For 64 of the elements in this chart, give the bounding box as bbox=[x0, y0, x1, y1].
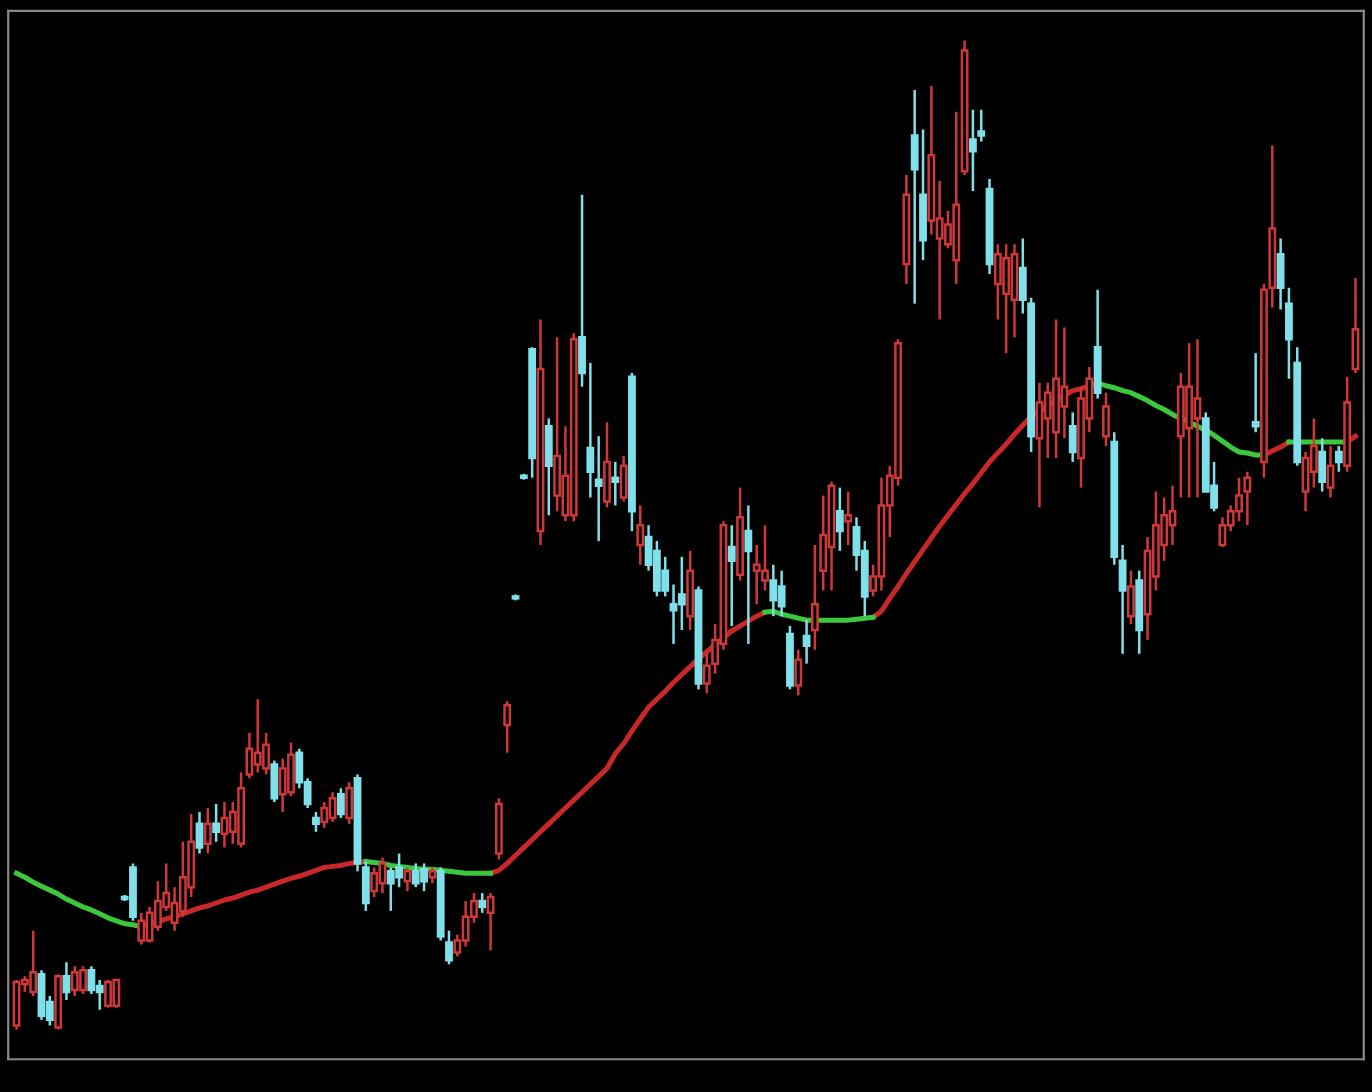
candlestick bbox=[104, 978, 112, 1010]
candlestick bbox=[79, 965, 87, 996]
candlestick bbox=[195, 810, 204, 855]
candlestick bbox=[1301, 450, 1310, 513]
candlestick bbox=[1251, 351, 1260, 434]
candlestick bbox=[411, 862, 420, 889]
candlestick bbox=[1010, 243, 1019, 339]
candlestick bbox=[1102, 391, 1110, 448]
candlestick bbox=[378, 856, 387, 895]
candlestick bbox=[37, 968, 46, 1021]
candlestick bbox=[1068, 411, 1077, 464]
candlestick bbox=[1035, 381, 1044, 509]
candlestick bbox=[969, 108, 977, 193]
candlestick bbox=[727, 523, 736, 628]
candlestick bbox=[62, 961, 71, 1002]
candlestick bbox=[1318, 436, 1327, 493]
candlestick bbox=[420, 862, 428, 893]
candlestick bbox=[212, 802, 221, 843]
candlestick bbox=[1127, 569, 1135, 626]
candlestick bbox=[611, 460, 620, 507]
candlestick bbox=[553, 336, 562, 513]
candlestick bbox=[1334, 444, 1343, 474]
candlestick bbox=[777, 569, 786, 618]
candlestick bbox=[1185, 341, 1194, 499]
candlestick bbox=[619, 454, 628, 503]
candlestick bbox=[1326, 444, 1335, 499]
candlestick bbox=[636, 504, 645, 566]
candlestick bbox=[503, 699, 512, 754]
candlestick bbox=[1235, 476, 1243, 523]
candlestick bbox=[345, 781, 354, 826]
candlestick bbox=[486, 891, 495, 952]
candlestick bbox=[794, 648, 803, 697]
candlestick bbox=[336, 787, 345, 820]
candlestick bbox=[1193, 338, 1202, 499]
candlestick bbox=[312, 810, 320, 834]
candlestick bbox=[478, 891, 487, 915]
candlestick bbox=[686, 549, 695, 632]
candlestick bbox=[835, 486, 844, 553]
candlestick bbox=[1093, 288, 1102, 400]
candlestick bbox=[1243, 470, 1252, 527]
candlestick bbox=[112, 978, 121, 1010]
candlestick bbox=[137, 911, 146, 946]
candlestick bbox=[253, 698, 262, 774]
candlestick bbox=[1002, 243, 1011, 355]
candlestick bbox=[769, 563, 778, 618]
candlestick bbox=[29, 929, 38, 998]
candlestick bbox=[270, 759, 279, 804]
candlestick bbox=[12, 978, 21, 1031]
candlestick bbox=[1060, 326, 1069, 440]
candlestick bbox=[802, 618, 811, 665]
candlestick bbox=[320, 800, 329, 830]
candlestick bbox=[403, 866, 412, 893]
candlestick bbox=[220, 800, 229, 849]
candlestick bbox=[910, 88, 919, 305]
candlestick bbox=[1351, 276, 1360, 375]
candlestick bbox=[1168, 484, 1177, 547]
candlestick bbox=[544, 417, 553, 517]
candlestick bbox=[461, 899, 470, 948]
candlestick bbox=[603, 421, 611, 509]
candlestick bbox=[203, 806, 212, 855]
candlestick bbox=[744, 504, 753, 646]
candlestick bbox=[844, 490, 853, 547]
candlestick bbox=[70, 965, 79, 998]
candlestick bbox=[328, 790, 337, 824]
